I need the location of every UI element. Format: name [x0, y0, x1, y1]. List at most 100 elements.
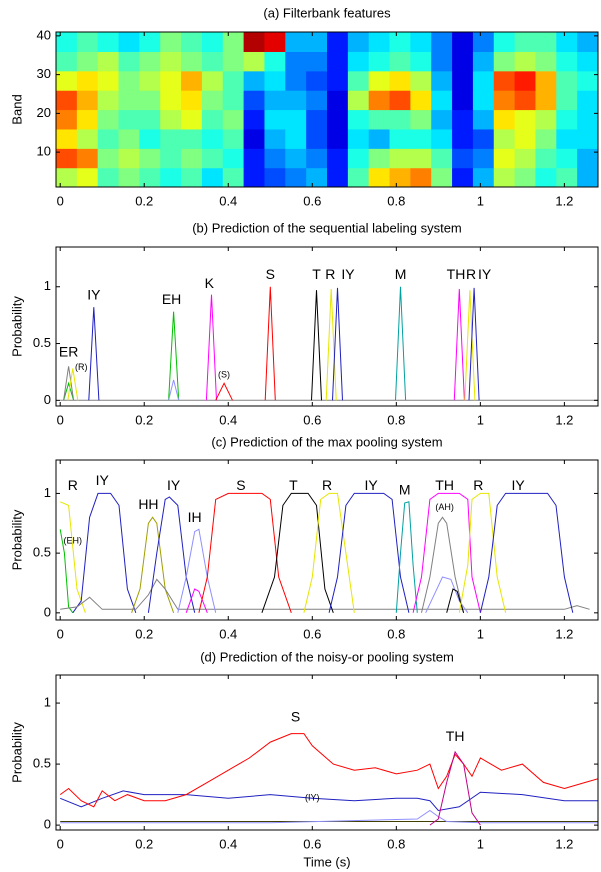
annotation: (IY)	[305, 793, 320, 803]
heatmap-cell	[452, 51, 474, 72]
y-tick-label: 0.5	[33, 756, 51, 771]
heatmap-cell	[56, 51, 78, 72]
heatmap-cell	[97, 128, 120, 149]
series-line	[332, 287, 343, 401]
heatmap-cell	[56, 128, 78, 149]
heatmap-cell	[264, 167, 286, 187]
axes-frame	[55, 674, 599, 831]
heatmap-cell	[139, 109, 161, 130]
heatmap-cell	[347, 167, 370, 187]
heatmap-cell	[118, 51, 140, 72]
heatmap-cell	[389, 109, 411, 130]
heatmap-cell	[431, 32, 453, 52]
heatmap-cell	[97, 148, 120, 169]
heatmap-cell	[76, 128, 99, 149]
heatmap-cell	[452, 167, 474, 187]
heatmap-cell	[556, 90, 578, 111]
plot-area	[56, 32, 598, 187]
heatmap-cell	[410, 90, 432, 111]
heatmap-cell	[368, 167, 391, 187]
heatmap-cell	[201, 32, 224, 52]
heatmap-cell	[514, 167, 537, 187]
heatmap-cell	[389, 51, 411, 72]
series-line	[131, 516, 175, 613]
heatmap-cell	[118, 70, 140, 91]
heatmap-cell	[472, 70, 495, 91]
series-line	[412, 492, 481, 613]
heatmap-cell	[347, 109, 370, 130]
heatmap-cell	[264, 70, 286, 91]
heatmap-cell	[285, 109, 307, 130]
series-line	[198, 492, 292, 613]
series-line	[60, 809, 598, 824]
heatmap-cell	[264, 148, 286, 169]
heatmap-cell	[201, 128, 224, 149]
heatmap-cell	[472, 128, 495, 149]
heatmap-cell	[452, 32, 474, 52]
heatmap-cell	[368, 32, 391, 52]
y-axis-label: Probability	[9, 296, 24, 357]
heatmap-cell	[535, 148, 557, 169]
heatmap-cell	[181, 109, 203, 130]
heatmap-cell	[222, 128, 245, 149]
x-tick-label: 1	[477, 412, 484, 427]
heatmap-cell	[556, 70, 578, 91]
annotation: R	[325, 266, 335, 282]
series-line	[185, 588, 208, 613]
series-line	[60, 790, 598, 812]
annotation: EH	[162, 291, 181, 307]
series-line	[60, 578, 590, 610]
heatmap-cell	[368, 51, 391, 72]
heatmap-cell	[410, 148, 432, 169]
heatmap-cell	[285, 90, 307, 111]
heatmap-cell	[160, 32, 182, 52]
heatmap-cell	[264, 109, 286, 130]
heatmap-cell	[306, 109, 328, 130]
heatmap-cell	[514, 109, 537, 130]
heatmap-cell	[327, 167, 349, 187]
heatmap-cell	[97, 167, 120, 187]
series-line	[168, 379, 180, 401]
heatmap-cell	[201, 167, 224, 187]
heatmap-cell	[556, 148, 578, 169]
annotation: (S)	[218, 370, 230, 380]
x-tick-label: 0.8	[387, 193, 405, 208]
heatmap-cell	[118, 128, 140, 149]
heatmap-cell	[389, 90, 411, 111]
heatmap-cell	[577, 148, 598, 169]
x-tick-label: 0	[57, 836, 64, 851]
heatmap-cell	[243, 148, 266, 169]
series-line	[215, 382, 233, 401]
heatmap-cell	[514, 128, 537, 149]
heatmap-cell	[139, 148, 161, 169]
heatmap-cell	[410, 51, 432, 72]
heatmap-cell	[201, 148, 224, 169]
series-line	[168, 311, 180, 401]
annotation: R	[473, 477, 483, 493]
heatmap-cell	[514, 148, 537, 169]
heatmap-cell	[389, 32, 411, 52]
heatmap-cell	[181, 128, 203, 149]
y-tick-label: 1	[44, 278, 51, 293]
heatmap-cell	[76, 70, 99, 91]
heatmap-cell	[556, 109, 578, 130]
heatmap-cell	[577, 70, 598, 91]
heatmap-cell	[306, 148, 328, 169]
y-tick-label: 0.5	[33, 545, 51, 560]
annotation: IY	[341, 266, 355, 282]
annotation: IY	[96, 472, 110, 488]
heatmap-cell	[139, 32, 161, 52]
heatmap-cell	[577, 167, 598, 187]
annotation: TH	[435, 477, 454, 493]
heatmap-cell	[181, 90, 203, 111]
heatmap-cell	[577, 128, 598, 149]
heatmap-cell	[160, 90, 182, 111]
heatmap-cell	[222, 90, 245, 111]
annotation: IY	[478, 266, 492, 282]
heatmap-cell	[222, 109, 245, 130]
x-tick-label: 1.2	[555, 412, 573, 427]
annotation: ER	[59, 343, 78, 359]
heatmap-cell	[431, 148, 453, 169]
heatmap-cell	[201, 51, 224, 72]
